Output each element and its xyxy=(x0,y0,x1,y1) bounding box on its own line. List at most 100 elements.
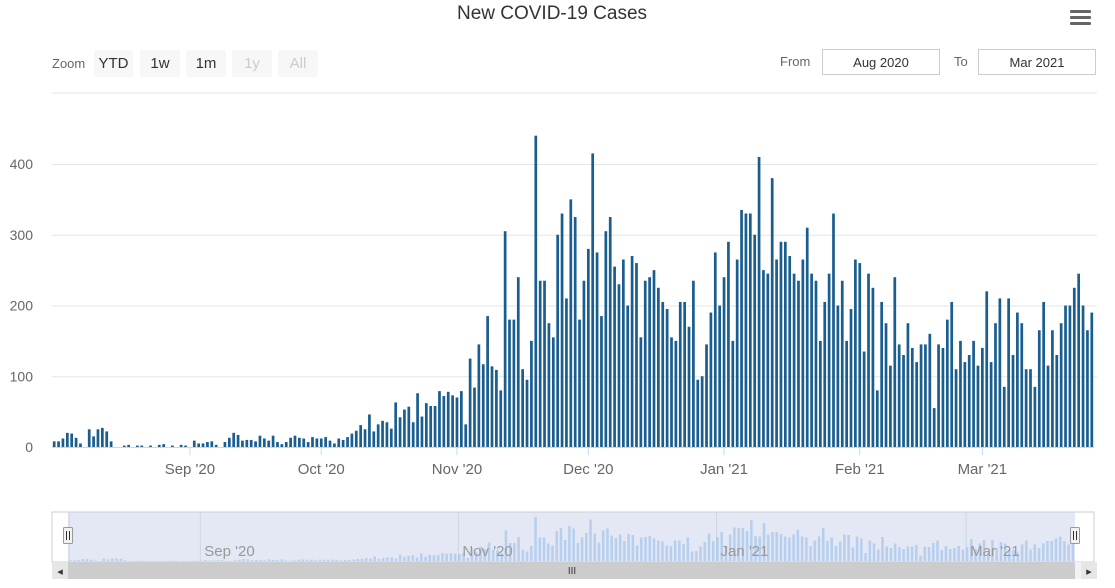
bar xyxy=(100,427,104,447)
navigator-tick-label: Nov '20 xyxy=(462,543,512,560)
bar xyxy=(906,323,910,447)
zoom-1m-button[interactable]: 1m xyxy=(186,50,226,77)
scrollbar-grip-icon: III xyxy=(568,566,576,577)
zoom-ytd-button[interactable]: YTD xyxy=(94,50,133,77)
bar xyxy=(1051,330,1054,447)
from-date-input[interactable]: Aug 2020 xyxy=(822,49,940,75)
bar xyxy=(368,414,371,447)
bar xyxy=(201,443,205,447)
bar xyxy=(258,435,262,447)
bar xyxy=(945,319,949,447)
zoom-1w-button[interactable]: 1w xyxy=(140,50,180,77)
bar xyxy=(757,156,761,447)
bar xyxy=(1055,355,1059,447)
bar xyxy=(556,234,560,447)
navigator-mask[interactable] xyxy=(68,512,1075,562)
to-label: To xyxy=(954,54,968,69)
y-tick-label: 100 xyxy=(10,368,34,384)
bar xyxy=(61,438,65,447)
bar xyxy=(525,379,529,447)
bar xyxy=(350,433,354,447)
bar xyxy=(298,437,301,447)
bar xyxy=(678,301,682,447)
navigator-right-handle[interactable] xyxy=(1070,527,1080,544)
hamburger-icon xyxy=(1070,10,1091,13)
bar xyxy=(284,442,288,447)
zoom-label: Zoom xyxy=(52,56,86,71)
zoom-1y-button[interactable]: 1y xyxy=(232,50,272,77)
bar xyxy=(1020,323,1024,447)
bar xyxy=(236,434,240,447)
bar xyxy=(985,291,989,447)
y-tick-label: 0 xyxy=(25,439,33,455)
bar xyxy=(814,280,818,447)
scrollbar-right-button[interactable] xyxy=(1081,562,1097,579)
bar xyxy=(766,273,770,447)
bar xyxy=(832,213,835,447)
bar xyxy=(403,409,406,447)
scrollbar-left-button[interactable] xyxy=(52,562,68,579)
bar xyxy=(827,273,831,447)
navigator-left-handle[interactable] xyxy=(63,527,73,544)
handle-left-rect[interactable] xyxy=(63,527,73,544)
bar xyxy=(1024,369,1028,448)
to-date-input[interactable]: Mar 2021 xyxy=(978,49,1096,75)
navigator-axis: Sep '20 Nov '20 Jan '21 Mar '21 xyxy=(204,543,1019,560)
bar xyxy=(963,362,967,447)
bar xyxy=(713,252,717,447)
bar xyxy=(227,437,231,447)
bar xyxy=(249,439,253,448)
scroll-right-arrow-icon: ▸ xyxy=(1086,566,1092,578)
bar xyxy=(976,365,980,447)
bar xyxy=(722,277,726,447)
bar xyxy=(998,298,1002,447)
bar xyxy=(871,287,875,447)
navigator[interactable]: Sep '20 Nov '20 Jan '21 Mar '21 xyxy=(51,511,1095,563)
bar xyxy=(534,135,538,447)
bar xyxy=(954,369,958,448)
handle-right-rect[interactable] xyxy=(1070,527,1080,544)
bar xyxy=(783,241,787,447)
bar xyxy=(455,397,459,447)
bar xyxy=(709,312,713,447)
bar xyxy=(551,337,555,447)
bar xyxy=(652,270,656,448)
bar xyxy=(451,395,454,447)
bar xyxy=(972,340,975,448)
bar xyxy=(232,432,236,447)
bar xyxy=(354,430,358,447)
scrollbar[interactable]: ◂ ▸ III xyxy=(52,562,1097,579)
bar xyxy=(867,273,870,447)
bar xyxy=(919,344,923,447)
bar xyxy=(214,444,218,447)
bar xyxy=(210,441,214,447)
bar xyxy=(788,255,792,447)
bar xyxy=(635,263,638,447)
bar xyxy=(1068,305,1072,447)
bar xyxy=(398,417,402,447)
bar xyxy=(657,287,660,447)
bar xyxy=(1081,305,1085,447)
bar xyxy=(516,277,520,447)
scroll-left-arrow-icon: ◂ xyxy=(57,566,63,578)
scrollbar-thumb[interactable] xyxy=(68,562,1075,579)
bar xyxy=(424,403,428,447)
bar xyxy=(359,425,363,447)
bar xyxy=(897,344,901,447)
y-tick-label: 300 xyxy=(10,227,34,243)
bar xyxy=(989,362,993,447)
bar xyxy=(420,416,424,447)
bar xyxy=(92,436,95,447)
bar xyxy=(674,340,678,448)
bar xyxy=(70,433,74,447)
x-tick-label: Sep '20 xyxy=(165,461,215,478)
bar xyxy=(341,439,345,448)
bar xyxy=(604,231,608,447)
zoom-all-button[interactable]: All xyxy=(278,50,318,77)
bar xyxy=(245,439,249,448)
bar xyxy=(753,234,757,447)
navigator-tick-label: Mar '21 xyxy=(970,543,1020,560)
chart-menu-button[interactable] xyxy=(1066,6,1094,30)
bar xyxy=(836,305,840,447)
